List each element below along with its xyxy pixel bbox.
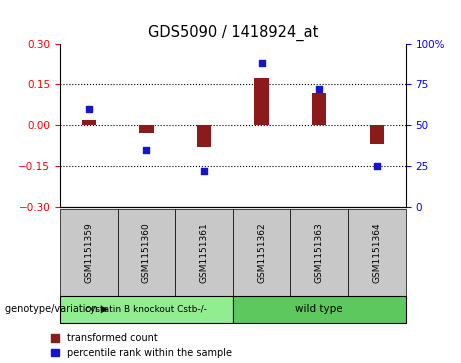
Text: GSM1151361: GSM1151361: [200, 222, 208, 283]
Point: [258, 60, 266, 66]
Text: GSM1151364: GSM1151364: [372, 222, 381, 283]
Bar: [197, 125, 211, 147]
Title: GDS5090 / 1418924_at: GDS5090 / 1418924_at: [148, 25, 318, 41]
Legend: transformed count, percentile rank within the sample: transformed count, percentile rank withi…: [51, 333, 231, 358]
Text: GSM1151363: GSM1151363: [315, 222, 324, 283]
Point: [373, 163, 381, 169]
Bar: [312, 93, 326, 125]
Text: GSM1151360: GSM1151360: [142, 222, 151, 283]
Text: cystatin B knockout Cstb-/-: cystatin B knockout Cstb-/-: [85, 305, 207, 314]
Point: [85, 106, 92, 112]
Bar: [370, 125, 384, 144]
Text: GSM1151362: GSM1151362: [257, 222, 266, 283]
Point: [142, 147, 150, 152]
Bar: [82, 120, 96, 125]
Text: genotype/variation ▶: genotype/variation ▶: [5, 305, 108, 314]
Text: wild type: wild type: [296, 305, 343, 314]
Point: [315, 86, 323, 92]
Point: [200, 168, 207, 174]
Text: GSM1151359: GSM1151359: [84, 222, 93, 283]
Bar: [254, 78, 269, 125]
Bar: [139, 125, 154, 133]
